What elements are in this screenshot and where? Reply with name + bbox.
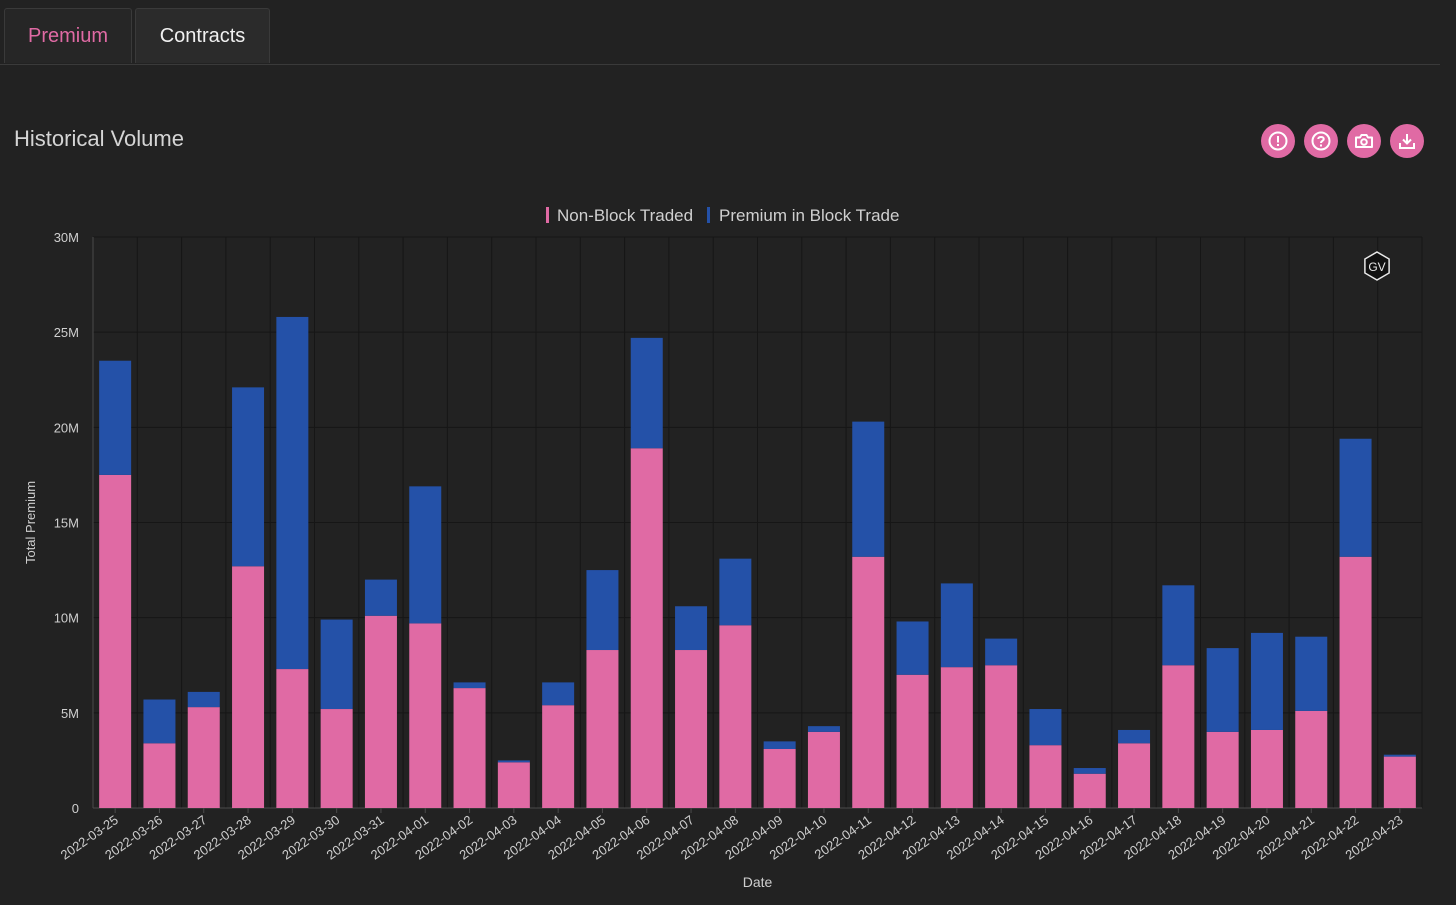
bar-non-block[interactable] [143, 743, 176, 808]
info-icon[interactable] [1261, 124, 1295, 158]
bar-non-block[interactable] [586, 650, 619, 808]
bar-non-block[interactable] [1295, 710, 1328, 808]
bar-block-trade[interactable] [719, 558, 752, 626]
bar-non-block[interactable] [807, 731, 840, 808]
y-axis-title: Total Premium [23, 481, 38, 564]
bar-block-trade[interactable] [985, 638, 1018, 666]
bar-non-block[interactable] [542, 705, 575, 808]
x-axis-title: Date [743, 874, 773, 890]
bar-block-trade[interactable] [940, 583, 973, 668]
bar-block-trade[interactable] [586, 570, 619, 651]
bar-non-block[interactable] [232, 566, 265, 808]
bar-non-block[interactable] [1118, 743, 1151, 808]
bar-block-trade[interactable] [276, 316, 309, 670]
bar-non-block[interactable] [497, 762, 530, 808]
bar-block-trade[interactable] [1339, 438, 1372, 557]
bar-non-block[interactable] [1206, 731, 1239, 808]
legend-label-non-block[interactable]: Non-Block Traded [557, 206, 693, 225]
tab-premium[interactable]: Premium [4, 8, 132, 63]
bar-non-block[interactable] [763, 748, 796, 808]
help-icon[interactable] [1304, 124, 1338, 158]
bar-block-trade[interactable] [232, 387, 265, 567]
bar-non-block[interactable] [1250, 729, 1283, 808]
bar-non-block[interactable] [719, 625, 752, 808]
bar-non-block[interactable] [409, 623, 442, 808]
bar-block-trade[interactable] [896, 621, 929, 675]
bar-non-block[interactable] [1029, 745, 1062, 808]
bar-non-block[interactable] [320, 709, 353, 808]
bar-block-trade[interactable] [497, 760, 530, 763]
bar-non-block[interactable] [364, 615, 397, 808]
bar-block-trade[interactable] [1029, 709, 1062, 746]
bar-block-trade[interactable] [1250, 632, 1283, 730]
bar-block-trade[interactable] [320, 619, 353, 710]
bar-block-trade[interactable] [763, 741, 796, 749]
bar-block-trade[interactable] [1383, 754, 1416, 757]
gv-logo-text: GV [1368, 260, 1385, 274]
tab-bar: Premium Contracts [0, 0, 1440, 65]
bar-non-block[interactable] [675, 650, 708, 808]
bar-block-trade[interactable] [99, 360, 132, 475]
gv-logo-icon [1364, 251, 1390, 281]
bar-block-trade[interactable] [1206, 648, 1239, 732]
bar-non-block[interactable] [940, 667, 973, 808]
bar-non-block[interactable] [1073, 773, 1106, 808]
bar-non-block[interactable] [453, 688, 486, 808]
bar-block-trade[interactable] [542, 682, 575, 706]
y-tick-label: 15M [54, 516, 79, 531]
bar-non-block[interactable] [630, 448, 663, 808]
download-icon[interactable] [1390, 124, 1424, 158]
bar-block-trade[interactable] [1118, 729, 1151, 744]
y-tick-label: 25M [54, 325, 79, 340]
bar-block-trade[interactable] [364, 579, 397, 616]
bar-non-block[interactable] [1339, 556, 1372, 808]
legend-swatch-block-trade [707, 207, 710, 223]
legend-swatch-non-block [546, 207, 549, 223]
bar-block-trade[interactable] [1295, 636, 1328, 711]
bar-block-trade[interactable] [807, 726, 840, 732]
bar-block-trade[interactable] [453, 682, 486, 689]
y-tick-label: 10M [54, 611, 79, 626]
page-title: Historical Volume [14, 126, 184, 151]
y-tick-label: 30M [54, 230, 79, 245]
bar-block-trade[interactable] [1073, 768, 1106, 774]
stacked-bar-chart: 05M10M15M20M25M30M2022-03-252022-03-2620… [23, 206, 1423, 890]
y-tick-label: 0 [72, 801, 79, 816]
camera-icon[interactable] [1347, 124, 1381, 158]
y-tick-label: 20M [54, 420, 79, 435]
bar-block-trade[interactable] [1162, 585, 1195, 666]
bar-block-trade[interactable] [187, 691, 220, 708]
bar-block-trade[interactable] [409, 486, 442, 624]
bar-block-trade[interactable] [143, 699, 176, 744]
bar-block-trade[interactable] [630, 337, 663, 449]
bar-non-block[interactable] [1383, 756, 1416, 808]
tab-contracts[interactable]: Contracts [135, 8, 270, 63]
bar-non-block[interactable] [985, 665, 1018, 808]
bar-non-block[interactable] [1162, 665, 1195, 808]
bar-non-block[interactable] [99, 474, 132, 808]
y-tick-label: 5M [61, 706, 79, 721]
bar-block-trade[interactable] [852, 421, 885, 557]
legend-label-block-trade[interactable]: Premium in Block Trade [719, 206, 899, 225]
bar-non-block[interactable] [276, 669, 309, 808]
bar-non-block[interactable] [852, 556, 885, 808]
bar-non-block[interactable] [187, 707, 220, 808]
bar-non-block[interactable] [896, 674, 929, 808]
bar-block-trade[interactable] [675, 606, 708, 651]
